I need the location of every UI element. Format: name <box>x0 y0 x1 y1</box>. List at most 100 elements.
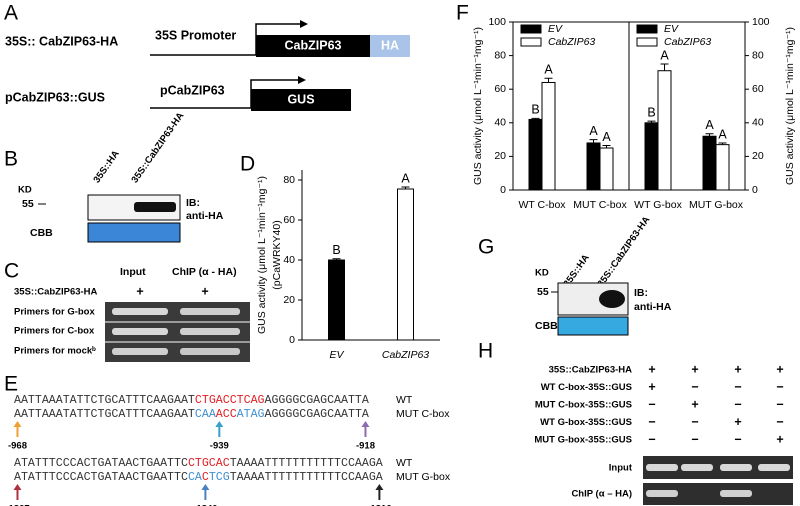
arrow-head <box>13 484 22 490</box>
error-bar <box>401 186 410 189</box>
bar <box>702 135 717 191</box>
panel-letter: D <box>240 153 255 176</box>
sequence-label: MUT G-box <box>396 471 451 483</box>
legend-swatch <box>636 37 658 47</box>
significance-letter: B <box>332 243 340 257</box>
mark: + <box>691 397 698 411</box>
panel-letter: G <box>478 236 494 259</box>
y-axis-label: (pCaWRKY40) <box>271 220 283 289</box>
mark: − <box>648 397 655 411</box>
loading-label: CBB <box>30 227 53 239</box>
gel-band <box>646 490 678 497</box>
sequence: ATATTTCCCACTGATAACTGAATTCCTGCACTAAAATTTT… <box>14 457 383 470</box>
gene-label: GUS <box>287 92 314 106</box>
mark: − <box>734 380 741 394</box>
marker-label: 55 <box>537 286 549 298</box>
sequence: AATTAAATATTCTGCATTTCAAGAATCTGACCTCAGAGGG… <box>14 394 369 407</box>
y-tick-label: 20 <box>494 150 506 162</box>
gel-band <box>180 348 240 355</box>
y2-tick-label: 100 <box>752 16 770 28</box>
bar <box>328 259 345 341</box>
bar <box>541 81 556 191</box>
sequence-segment: TCG <box>209 471 230 484</box>
significance-letter: A <box>602 130 611 144</box>
sequence-segment: CTGCAC <box>188 457 230 470</box>
panel-letter: F <box>456 2 469 25</box>
bar <box>528 118 543 191</box>
significance-letter: B <box>647 105 655 119</box>
y-tick-label: 0 <box>500 184 506 196</box>
significance-letter: B <box>531 103 539 117</box>
gel-band <box>720 490 752 497</box>
promoter-label: 35S Promoter <box>155 28 236 42</box>
gene-label: CabZIP63 <box>285 38 342 52</box>
panel-letter: B <box>4 148 18 171</box>
sequence-segment: AGGGGCGAGCAATTA <box>264 394 368 407</box>
error-bar <box>705 133 714 137</box>
mark: − <box>734 397 741 411</box>
row-label: Primers for G-box <box>14 307 95 318</box>
arrow-head <box>201 484 210 490</box>
ib-label: IB: <box>634 287 648 299</box>
gel-label: ChIP (α – HA) <box>571 489 632 500</box>
panel-letter: A <box>4 2 18 25</box>
antibody-label: anti-HA <box>634 301 672 313</box>
gel-band <box>758 464 790 471</box>
significance-letter: A <box>718 127 727 141</box>
arrow-head <box>215 421 224 427</box>
mark: + <box>691 362 698 376</box>
promoter-label: pCabZIP63 <box>160 83 225 97</box>
loading-blot <box>87 222 181 243</box>
x-tick-label: MUT C-box <box>573 199 627 211</box>
bar <box>644 122 659 191</box>
panel-letter: E <box>4 373 18 396</box>
sequence: AATTAAATATTCTGCATTTCAAGAATCAAACCATAGAGGG… <box>14 408 369 421</box>
y2-tick-label: 60 <box>752 83 764 95</box>
row-label: MUT C-box-35S::GUS <box>535 400 632 411</box>
mark: − <box>691 432 698 446</box>
construct-label: pCabZIP63::GUS <box>5 90 105 104</box>
x-tick-label: CabZIP63 <box>382 349 429 361</box>
y2-axis-label: GUS activity (μmol L⁻¹min⁻¹mg⁻¹) <box>784 27 796 185</box>
significance-letter: A <box>660 48 669 62</box>
legend-label: EV <box>664 23 679 35</box>
position-label: -1867 <box>5 504 29 506</box>
mark: − <box>691 415 698 429</box>
mark: + <box>136 284 143 298</box>
mark: + <box>648 362 655 376</box>
mark: + <box>201 284 208 298</box>
gel-band <box>180 308 240 315</box>
y-tick-label: 60 <box>283 214 295 226</box>
arrow-head <box>298 76 306 84</box>
y-axis-label: GUS activity (μmol L⁻¹min⁻¹mg⁻¹) <box>472 27 484 185</box>
mark: − <box>648 415 655 429</box>
ib-label: IB: <box>186 197 200 209</box>
gel-band <box>112 348 168 355</box>
gel-band <box>646 464 678 471</box>
marker-label: 55 <box>22 198 34 210</box>
gel-band <box>720 464 752 471</box>
mark: + <box>776 432 783 446</box>
antibody-label: anti-HA <box>186 210 224 222</box>
significance-letter: A <box>401 171 410 185</box>
loading-blot <box>557 316 629 336</box>
sequence-segment: ATATTTCCCACTGATAACTGAATTC <box>14 471 188 484</box>
y2-tick-label: 20 <box>752 150 764 162</box>
row-label: Primers for mockᵇ <box>14 346 96 357</box>
bar <box>586 142 601 191</box>
gel-label: Input <box>609 463 633 474</box>
error-bar <box>660 63 669 71</box>
position-label: -1816 <box>367 504 391 506</box>
error-bar <box>718 142 727 145</box>
legend-swatch <box>636 24 658 34</box>
significance-letter: A <box>705 118 714 132</box>
mark: − <box>776 415 783 429</box>
lane-label: 35S::CabZIP63-HA <box>596 214 653 289</box>
y-tick-label: 80 <box>494 49 506 61</box>
x-tick-label: MUT G-box <box>689 199 744 211</box>
significance-letter: A <box>589 124 598 138</box>
mark: + <box>776 362 783 376</box>
error-bar <box>647 120 656 123</box>
legend-label: EV <box>548 23 563 35</box>
